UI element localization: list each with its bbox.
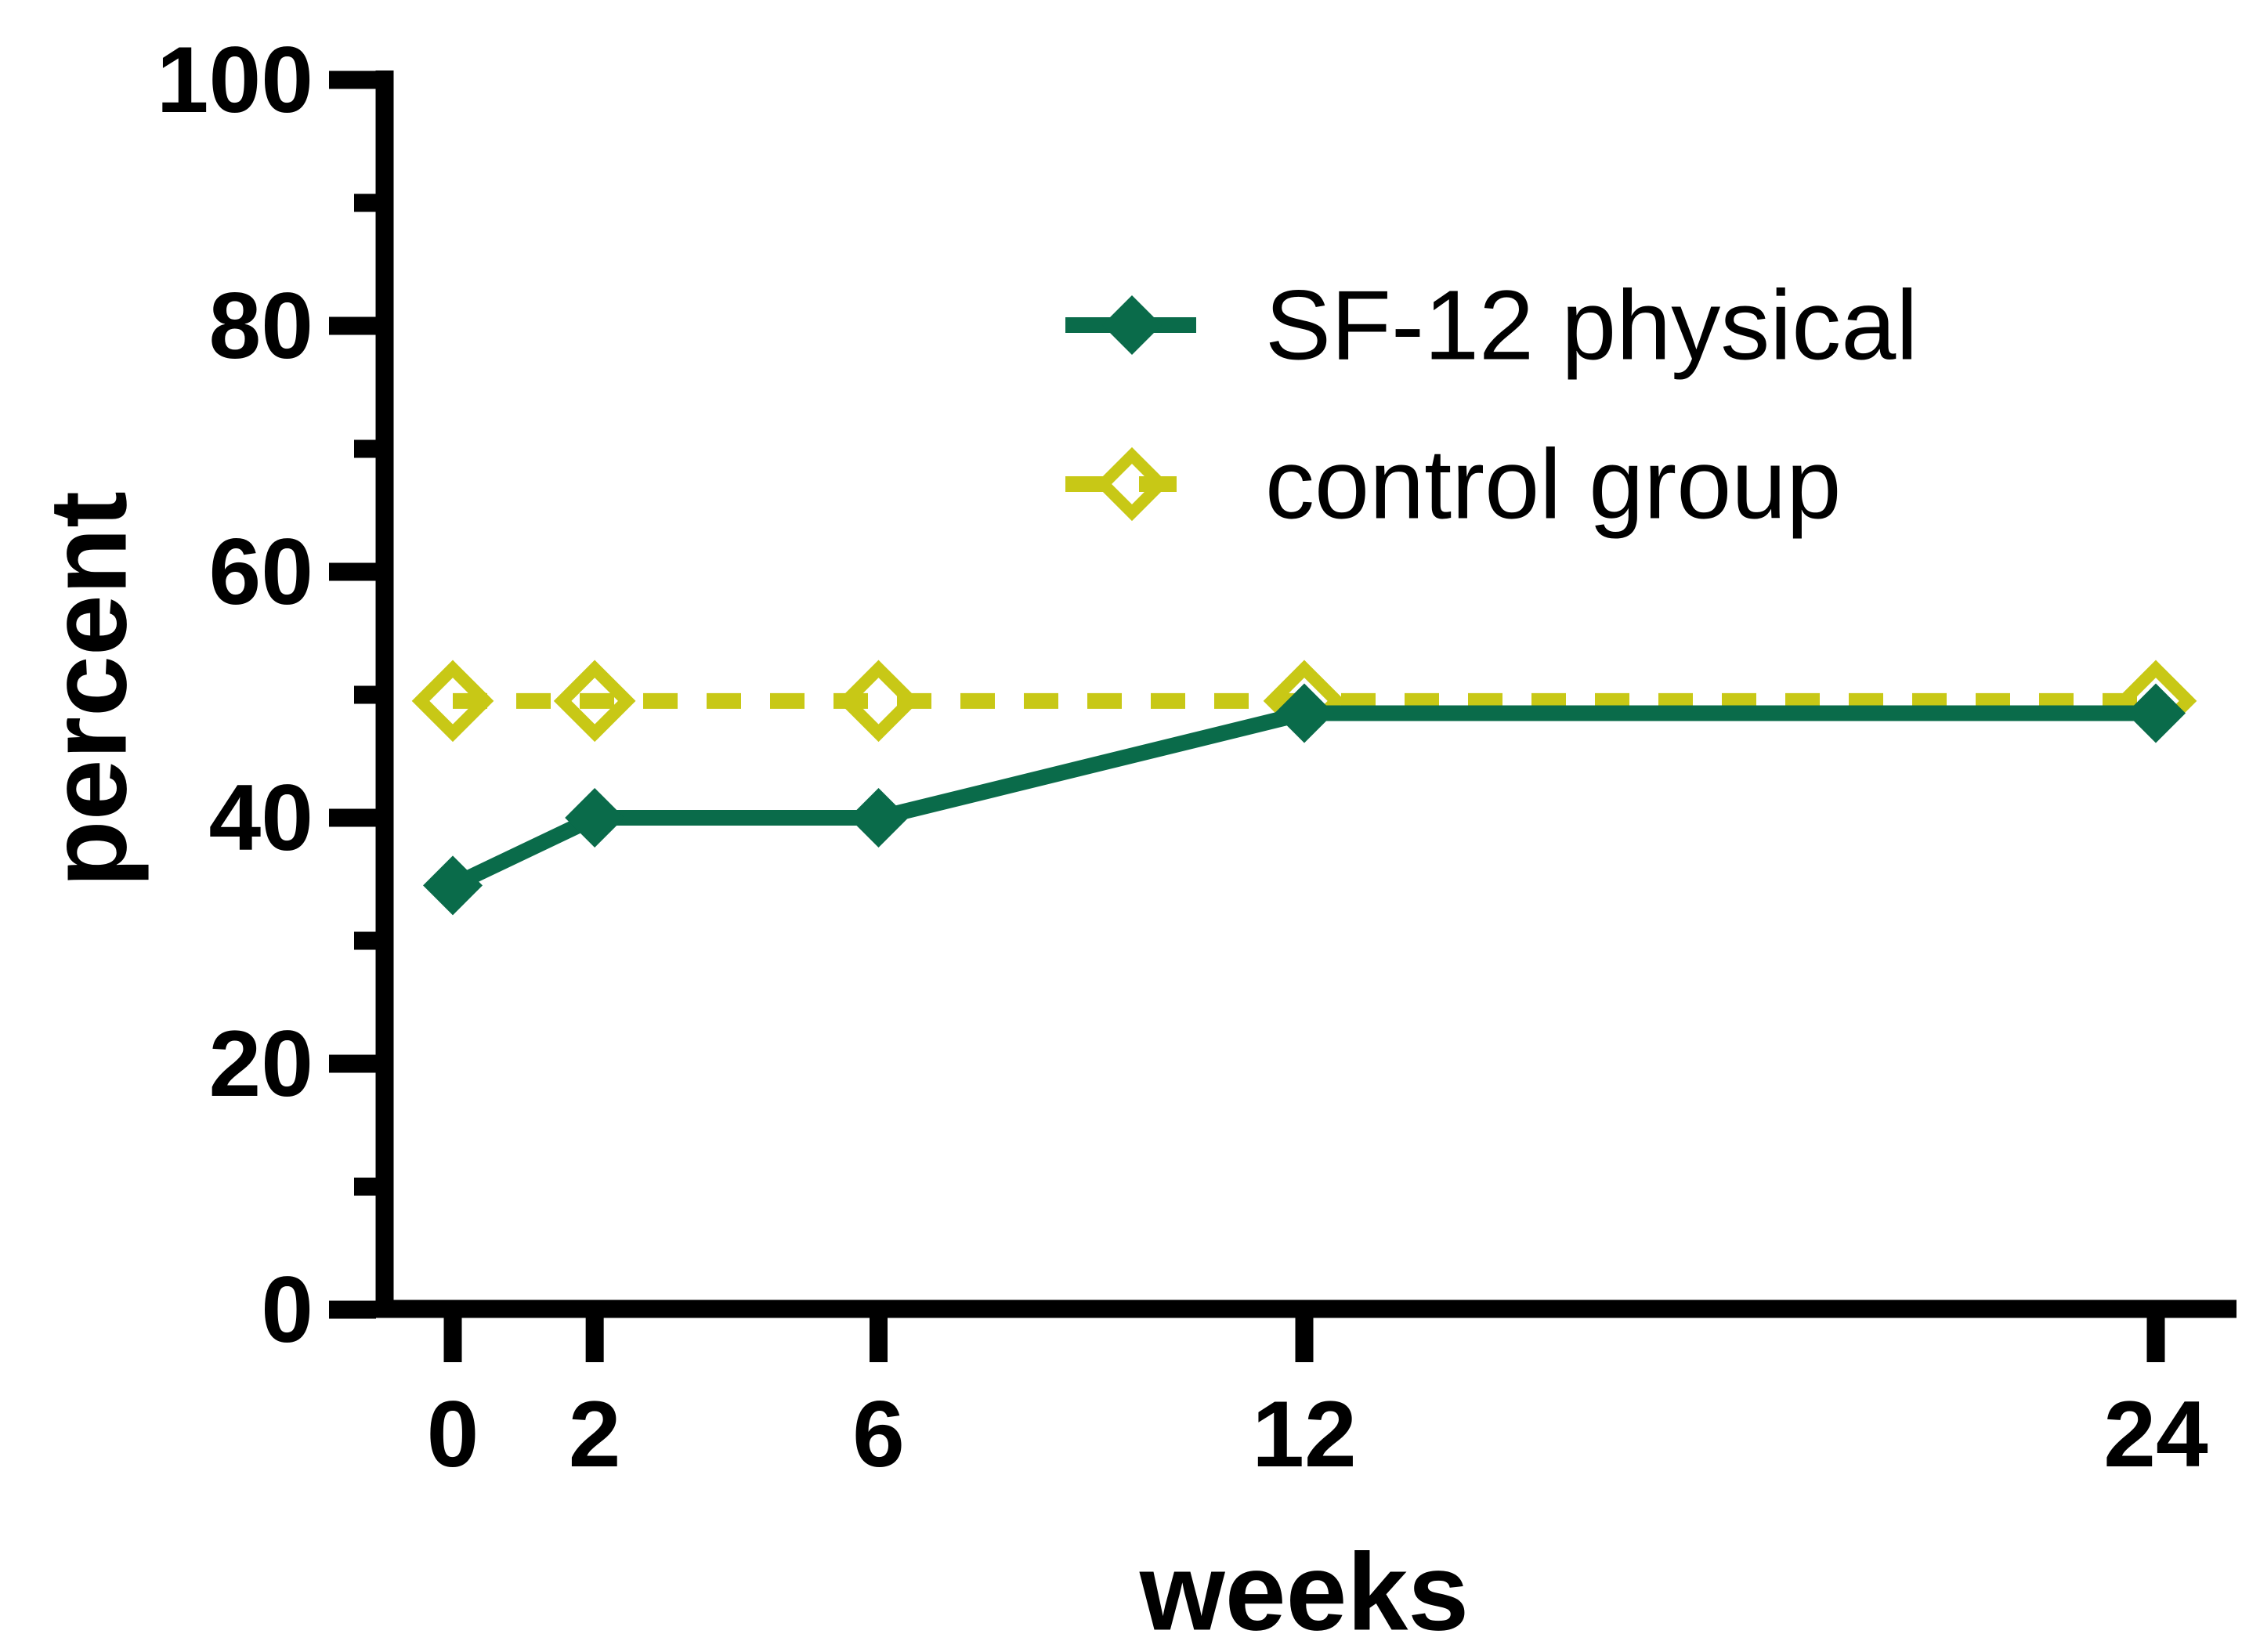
y-tick-label: 80	[209, 273, 313, 378]
legend-label: SF-12 physical	[1265, 270, 1918, 381]
data-point-marker	[411, 660, 494, 743]
y-tick-label: 20	[209, 1011, 313, 1116]
data-point-marker	[2126, 683, 2186, 743]
x-tick-label: 0	[427, 1382, 479, 1487]
x-tick-label: 24	[2103, 1382, 2208, 1487]
y-axis-title: percent	[27, 491, 150, 887]
legend-label: control group	[1265, 429, 1841, 540]
x-tick-label: 12	[1252, 1382, 1356, 1487]
data-point-marker	[848, 788, 909, 848]
legend-marker	[1102, 295, 1162, 355]
y-tick-label: 0	[261, 1257, 313, 1362]
x-axis-title: weeks	[1139, 1531, 1469, 1652]
data-point-marker	[565, 788, 625, 848]
y-tick-label: 40	[209, 765, 313, 870]
x-tick-label: 6	[852, 1382, 905, 1487]
data-point-marker	[1275, 683, 1334, 743]
data-point-marker	[553, 660, 636, 743]
x-tick-label: 2	[569, 1382, 621, 1487]
y-tick-label: 60	[209, 519, 313, 624]
data-point-marker	[837, 660, 920, 743]
y-tick-label: 100	[157, 27, 313, 132]
legend-marker	[1094, 446, 1170, 522]
data-point-marker	[423, 855, 483, 916]
